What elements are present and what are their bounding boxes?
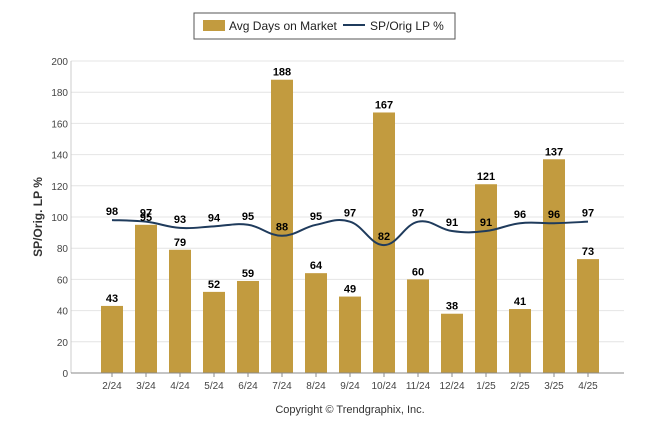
x-tick-label: 2/25 xyxy=(510,381,530,392)
copyright-text: Copyright © Trendgraphix, Inc. xyxy=(275,404,424,416)
line-value-label: 96 xyxy=(514,209,526,221)
bar xyxy=(271,79,293,373)
bar-value-label: 95 xyxy=(140,212,152,224)
bar-value-label: 38 xyxy=(446,301,458,313)
y-tick-label: 180 xyxy=(51,88,68,99)
y-tick-label: 0 xyxy=(62,369,68,380)
bar-series xyxy=(101,79,599,373)
bar-value-label: 52 xyxy=(208,279,220,291)
x-tick-label: 6/24 xyxy=(238,381,258,392)
bar-value-label: 64 xyxy=(310,260,323,272)
x-tick-label: 10/24 xyxy=(371,381,396,392)
line-value-label: 94 xyxy=(208,212,221,224)
y-tick-label: 20 xyxy=(57,338,69,349)
line-value-label: 97 xyxy=(582,208,594,220)
y-tick-label: 40 xyxy=(57,307,69,318)
bar xyxy=(407,279,429,373)
y-tick-label: 80 xyxy=(57,244,69,255)
bar-value-label: 43 xyxy=(106,293,118,305)
bar xyxy=(101,305,123,373)
x-tick-label: 7/24 xyxy=(272,381,292,392)
y-tick-label: 140 xyxy=(51,151,68,162)
bar-value-label: 49 xyxy=(344,284,356,296)
bar xyxy=(577,259,599,373)
x-axis: 2/24 3/24 4/24 5/24 6/24 7/24 8/24 9/24 10/24 11/… xyxy=(71,372,624,392)
x-tick-label: 3/24 xyxy=(136,381,156,392)
legend-line-label: SP/Orig LP % xyxy=(370,19,444,33)
y-tick-label: 120 xyxy=(51,182,68,193)
y-tick-label: 100 xyxy=(51,213,68,224)
line-value-label: 95 xyxy=(242,211,254,223)
x-tick-label: 4/24 xyxy=(170,381,190,392)
bar-value-label: 188 xyxy=(273,67,291,79)
bar xyxy=(305,273,327,373)
line-value-label: 91 xyxy=(480,217,492,229)
bar-value-label: 41 xyxy=(514,296,526,308)
x-tick-label: 2/24 xyxy=(102,381,122,392)
legend: Avg Days on Market SP/Orig LP % xyxy=(193,12,456,40)
bar-value-label: 121 xyxy=(477,171,495,183)
line-value-label: 93 xyxy=(174,214,186,226)
x-tick-label: 9/24 xyxy=(340,381,360,392)
bar-value-label: 59 xyxy=(242,268,254,280)
x-tick-label: 3/25 xyxy=(544,381,564,392)
legend-bar-swatch xyxy=(203,20,225,31)
data-labels: 43 95 79 52 59 188 64 49 167 60 38 121 41 137 73 98 97 93… xyxy=(106,67,594,313)
y-tick-label: 200 xyxy=(51,57,68,68)
bar-value-label: 73 xyxy=(582,246,594,258)
y-tick-label: 160 xyxy=(51,119,68,130)
line-value-label: 97 xyxy=(412,208,424,220)
bar xyxy=(237,280,259,373)
bar xyxy=(373,112,395,373)
line-value-label: 96 xyxy=(548,209,560,221)
bar xyxy=(169,249,191,373)
bar xyxy=(475,184,497,373)
line-series xyxy=(111,219,589,247)
line-value-label: 88 xyxy=(276,222,288,234)
line-value-label: 82 xyxy=(378,231,390,243)
line-value-label: 98 xyxy=(106,206,118,218)
x-tick-label: 12/24 xyxy=(439,381,464,392)
line-value-label: 97 xyxy=(344,208,356,220)
line-path xyxy=(111,219,589,247)
bar xyxy=(543,159,565,373)
bar-value-label: 60 xyxy=(412,266,424,278)
line-value-label: 91 xyxy=(446,217,458,229)
x-tick-label: 5/24 xyxy=(204,381,224,392)
bar-value-label: 137 xyxy=(545,146,563,158)
x-tick-label: 11/24 xyxy=(406,381,431,392)
bar xyxy=(441,313,463,373)
y-axis: 0 20 40 60 80 100 120 140 160 180 200 xyxy=(51,57,72,380)
legend-box xyxy=(193,12,456,40)
bar xyxy=(203,291,225,373)
x-tick-label: 1/25 xyxy=(476,381,496,392)
bar xyxy=(509,309,531,373)
y-axis-label: SP/Orig. LP % xyxy=(31,177,45,257)
x-tick-label: 4/25 xyxy=(578,381,598,392)
bar xyxy=(135,224,157,373)
y-tick-label: 60 xyxy=(57,275,69,286)
bar-value-label: 167 xyxy=(375,99,393,111)
legend-bar-label: Avg Days on Market xyxy=(229,19,337,33)
x-tick-label: 8/24 xyxy=(306,381,326,392)
line-value-label: 95 xyxy=(310,211,322,223)
bar-value-label: 79 xyxy=(174,237,186,249)
bar xyxy=(339,296,361,373)
line-value-label: 97 xyxy=(140,208,152,220)
